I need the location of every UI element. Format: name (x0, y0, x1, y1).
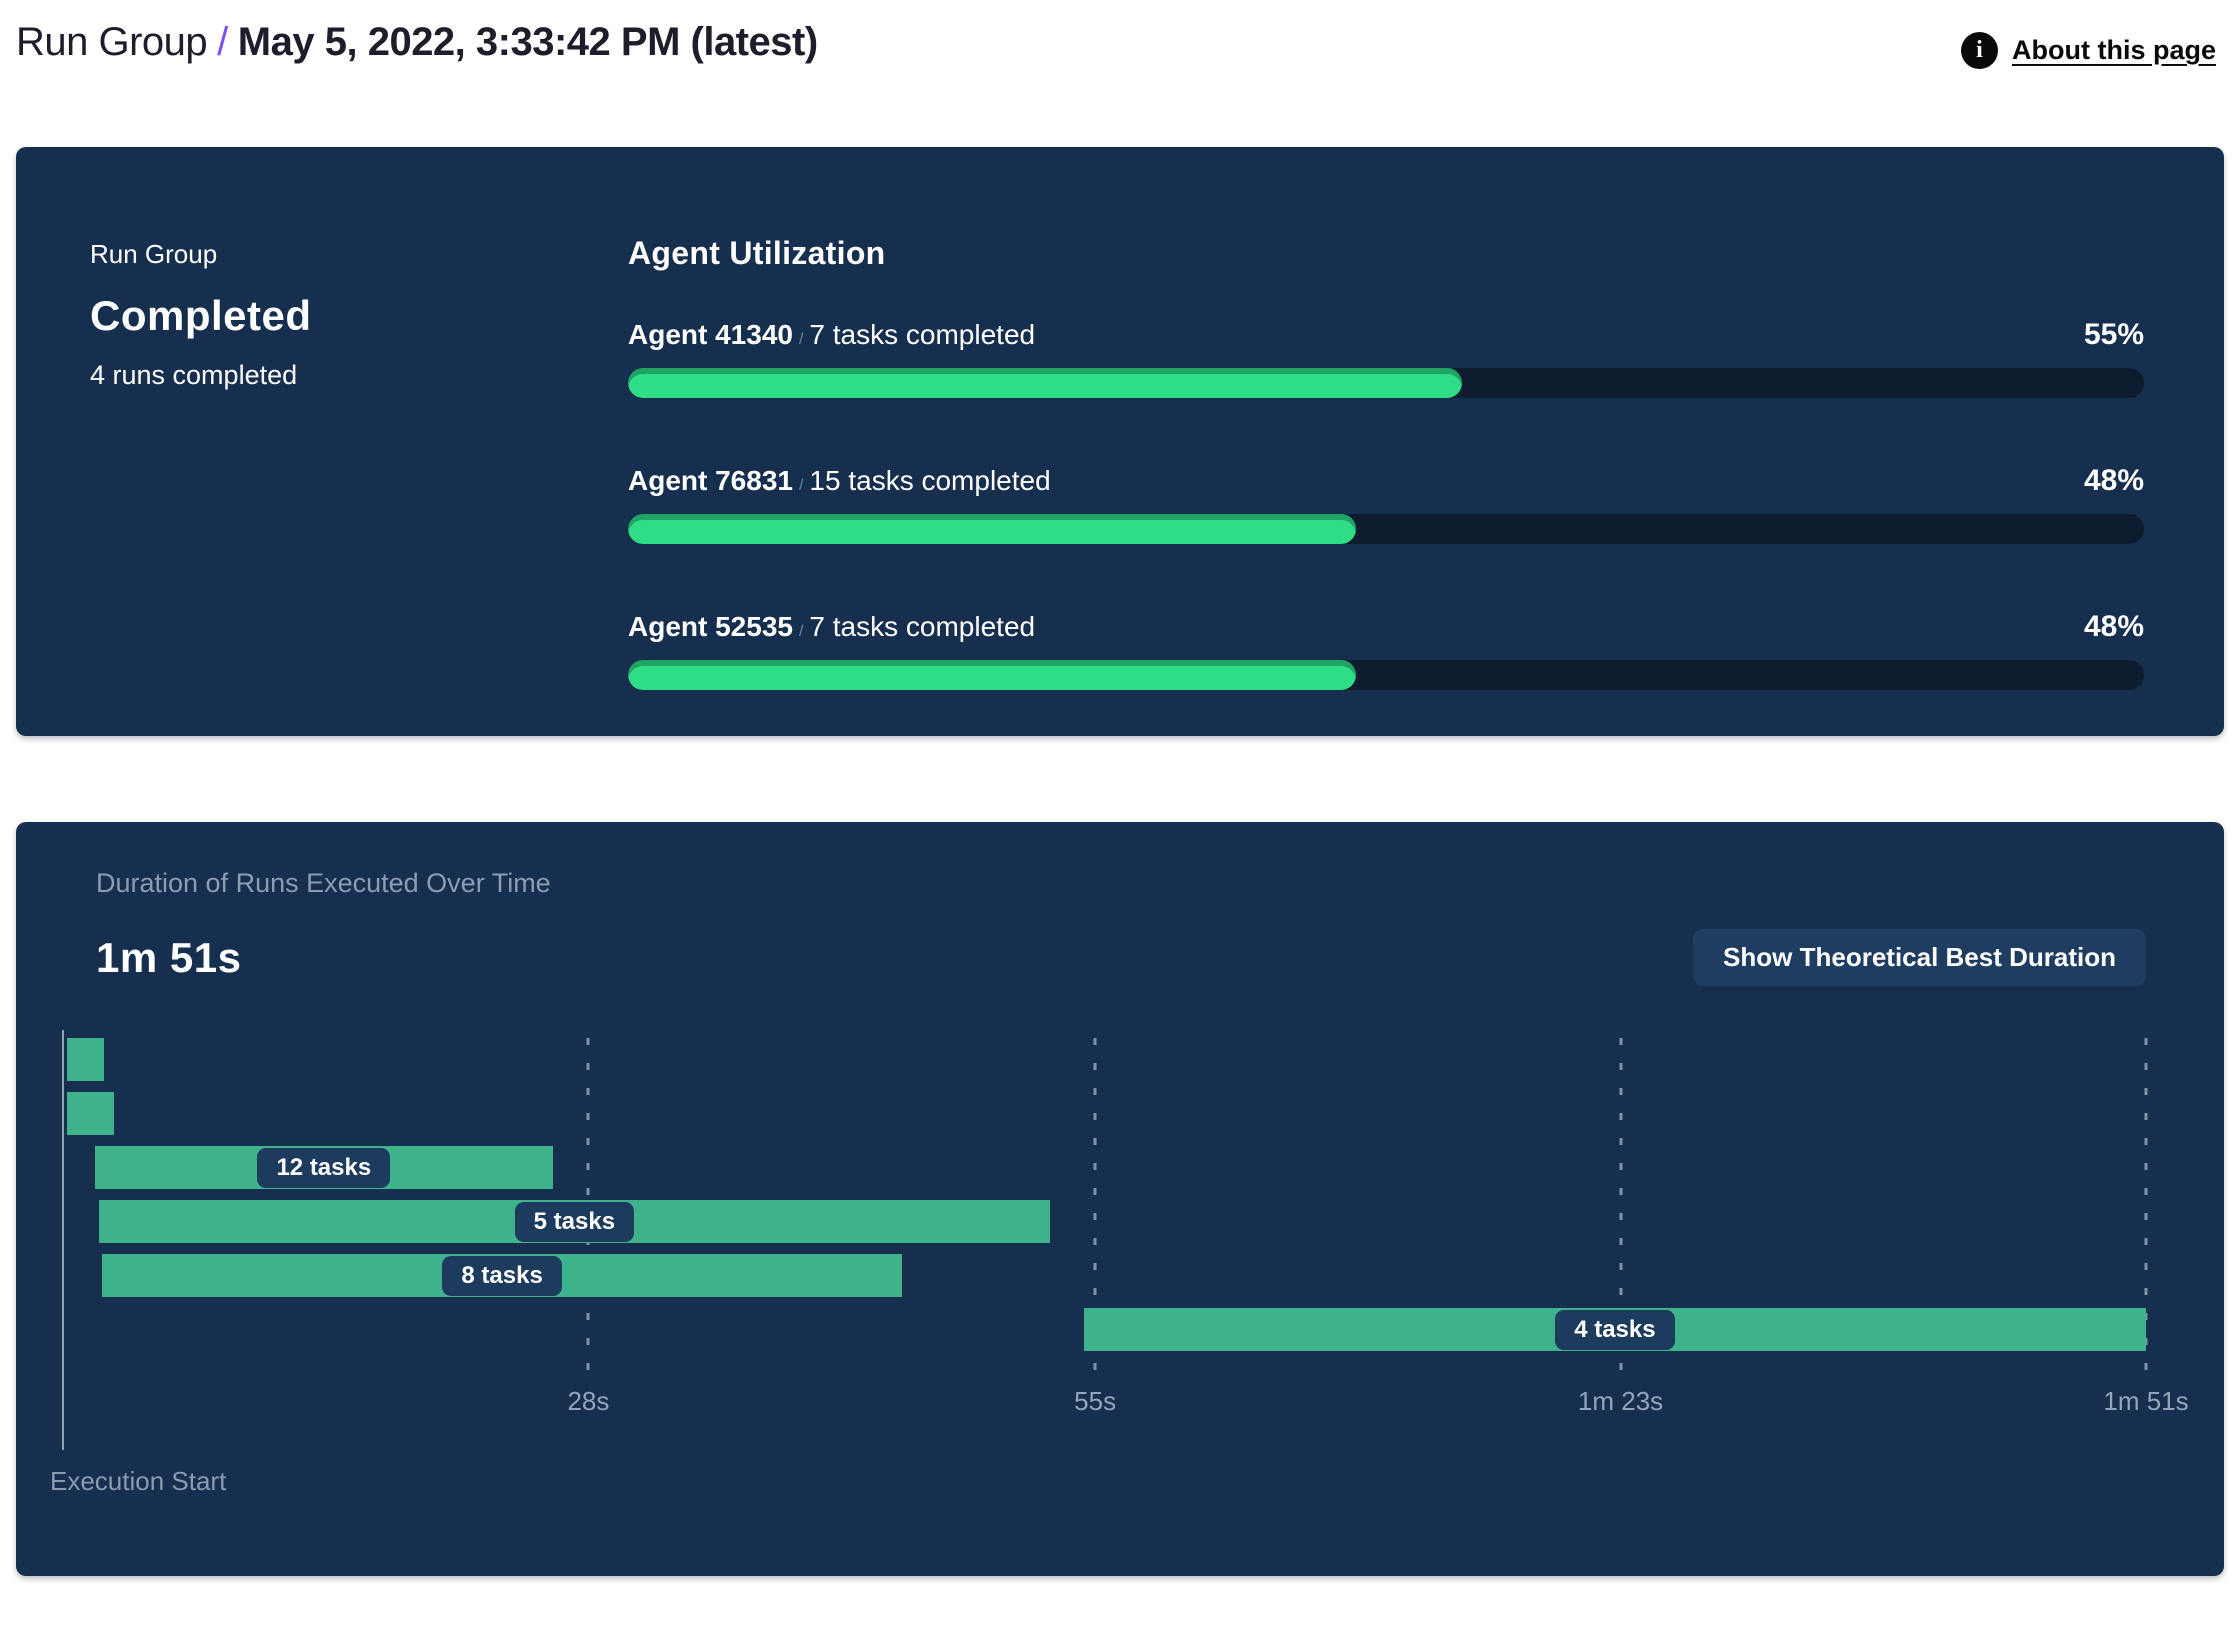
utilization-progress-fill (628, 368, 1462, 398)
duration-panel: Duration of Runs Executed Over Time 1m 5… (16, 822, 2224, 1576)
agent-row-head: Agent 41340 / 7 tasks completed 55% (628, 318, 2144, 352)
axis-tick-28s: 28s (567, 1386, 610, 1416)
page-header: Run Group / May 5, 2022, 3:33:42 PM (lates… (0, 0, 2240, 70)
agent-name: Agent 52535 (628, 611, 793, 642)
agent-tasks-completed: 7 tasks completed (809, 319, 1036, 350)
duration-chart-title: Duration of Runs Executed Over Time (96, 868, 551, 898)
run-task-count-badge: 4 tasks (1555, 1309, 1675, 1350)
agent-name: Agent 76831 (628, 465, 793, 496)
agent-name: Agent 41340 (628, 319, 793, 350)
agent-utilization-row: Agent 76831 / 15 tasks completed 48% (628, 464, 2144, 544)
axis-tick-1m23s: 1m 23s (1577, 1386, 1664, 1416)
agent-utilization-heading: Agent Utilization (628, 235, 886, 271)
agent-utilization-section: Agent Utilization Agent 41340 / 7 tasks co… (628, 235, 2144, 736)
execution-start-axis-line (62, 1030, 64, 1450)
agent-utilization-percent: 48% (2083, 464, 2144, 497)
agent-utilization-percent: 55% (2083, 318, 2144, 351)
total-duration-value: 1m 51s (96, 933, 242, 981)
agent-utilization-row: Agent 52535 / 7 tasks completed 48% (628, 610, 2144, 690)
gridline-1m51s (2144, 1038, 2148, 1376)
agent-row-label: Agent 76831 / 15 tasks completed (628, 465, 1051, 497)
run-group-label: Run Group (90, 239, 218, 269)
utilization-progress-fill (628, 514, 1356, 544)
agent-tasks-completed: 7 tasks completed (809, 611, 1036, 642)
agent-tasks-completed: 15 tasks completed (809, 465, 1051, 496)
agent-utilization-row: Agent 41340 / 7 tasks completed 55% (628, 318, 2144, 398)
run-group-status: Completed (90, 292, 312, 339)
gridline-55s (1093, 1038, 1097, 1376)
run-bar[interactable] (66, 1092, 114, 1135)
about-this-page-link[interactable]: About this page (2012, 35, 2216, 65)
agent-utilization-percent: 48% (2083, 610, 2144, 643)
run-task-count-badge: 12 tasks (257, 1147, 391, 1188)
agent-label-separator: / (798, 331, 804, 348)
run-task-count-badge: 5 tasks (514, 1201, 635, 1242)
axis-tick-55s: 55s (1074, 1386, 1117, 1416)
run-group-status-block: Run Group Completed 4 runs completed (90, 235, 628, 736)
agent-label-separator: / (798, 623, 804, 640)
gridline-1m23s (1619, 1038, 1623, 1376)
agent-row-head: Agent 52535 / 7 tasks completed 48% (628, 610, 2144, 644)
agent-row-head: Agent 76831 / 15 tasks completed 48% (628, 464, 2144, 498)
about-this-page[interactable]: i About this page (1961, 32, 2216, 69)
run-group-summary-panel: Run Group Completed 4 runs completed Age… (16, 147, 2224, 736)
page-title: Run Group / May 5, 2022, 3:33:42 PM (lates… (16, 14, 818, 70)
agent-row-label: Agent 41340 / 7 tasks completed (628, 319, 1035, 351)
breadcrumb-run-group[interactable]: Run Group (16, 20, 208, 64)
gantt-chart: 12 tasks 5 tasks 8 tasks 4 tasks 28s 55s… (48, 1030, 2189, 1450)
runs-completed-count: 4 runs completed (90, 360, 298, 390)
gantt-plot-area: 12 tasks 5 tasks 8 tasks 4 tasks 28s 55s… (63, 1038, 2189, 1418)
utilization-progress-track (628, 368, 2144, 398)
breadcrumb-separator: / (217, 20, 228, 64)
run-task-count-badge: 8 tasks (442, 1255, 562, 1296)
run-bar[interactable]: 8 tasks (102, 1254, 902, 1297)
show-theoretical-best-duration-button[interactable]: Show Theoretical Best Duration (1693, 929, 2146, 986)
utilization-progress-track (628, 514, 2144, 544)
axis-tick-1m51s: 1m 51s (2103, 1386, 2189, 1416)
execution-start-label: Execution Start (50, 1466, 227, 1496)
run-timestamp-title: May 5, 2022, 3:33:42 PM (latest) (237, 20, 818, 64)
agent-label-separator: / (798, 477, 804, 494)
run-bar[interactable]: 4 tasks (1083, 1308, 2146, 1351)
utilization-progress-fill (628, 660, 1356, 690)
run-bar[interactable]: 12 tasks (94, 1146, 553, 1189)
run-bar[interactable] (66, 1038, 105, 1081)
utilization-progress-track (628, 660, 2144, 690)
info-icon[interactable]: i (1961, 32, 1998, 69)
run-bar[interactable]: 5 tasks (98, 1200, 1051, 1243)
agent-row-label: Agent 52535 / 7 tasks completed (628, 611, 1035, 643)
